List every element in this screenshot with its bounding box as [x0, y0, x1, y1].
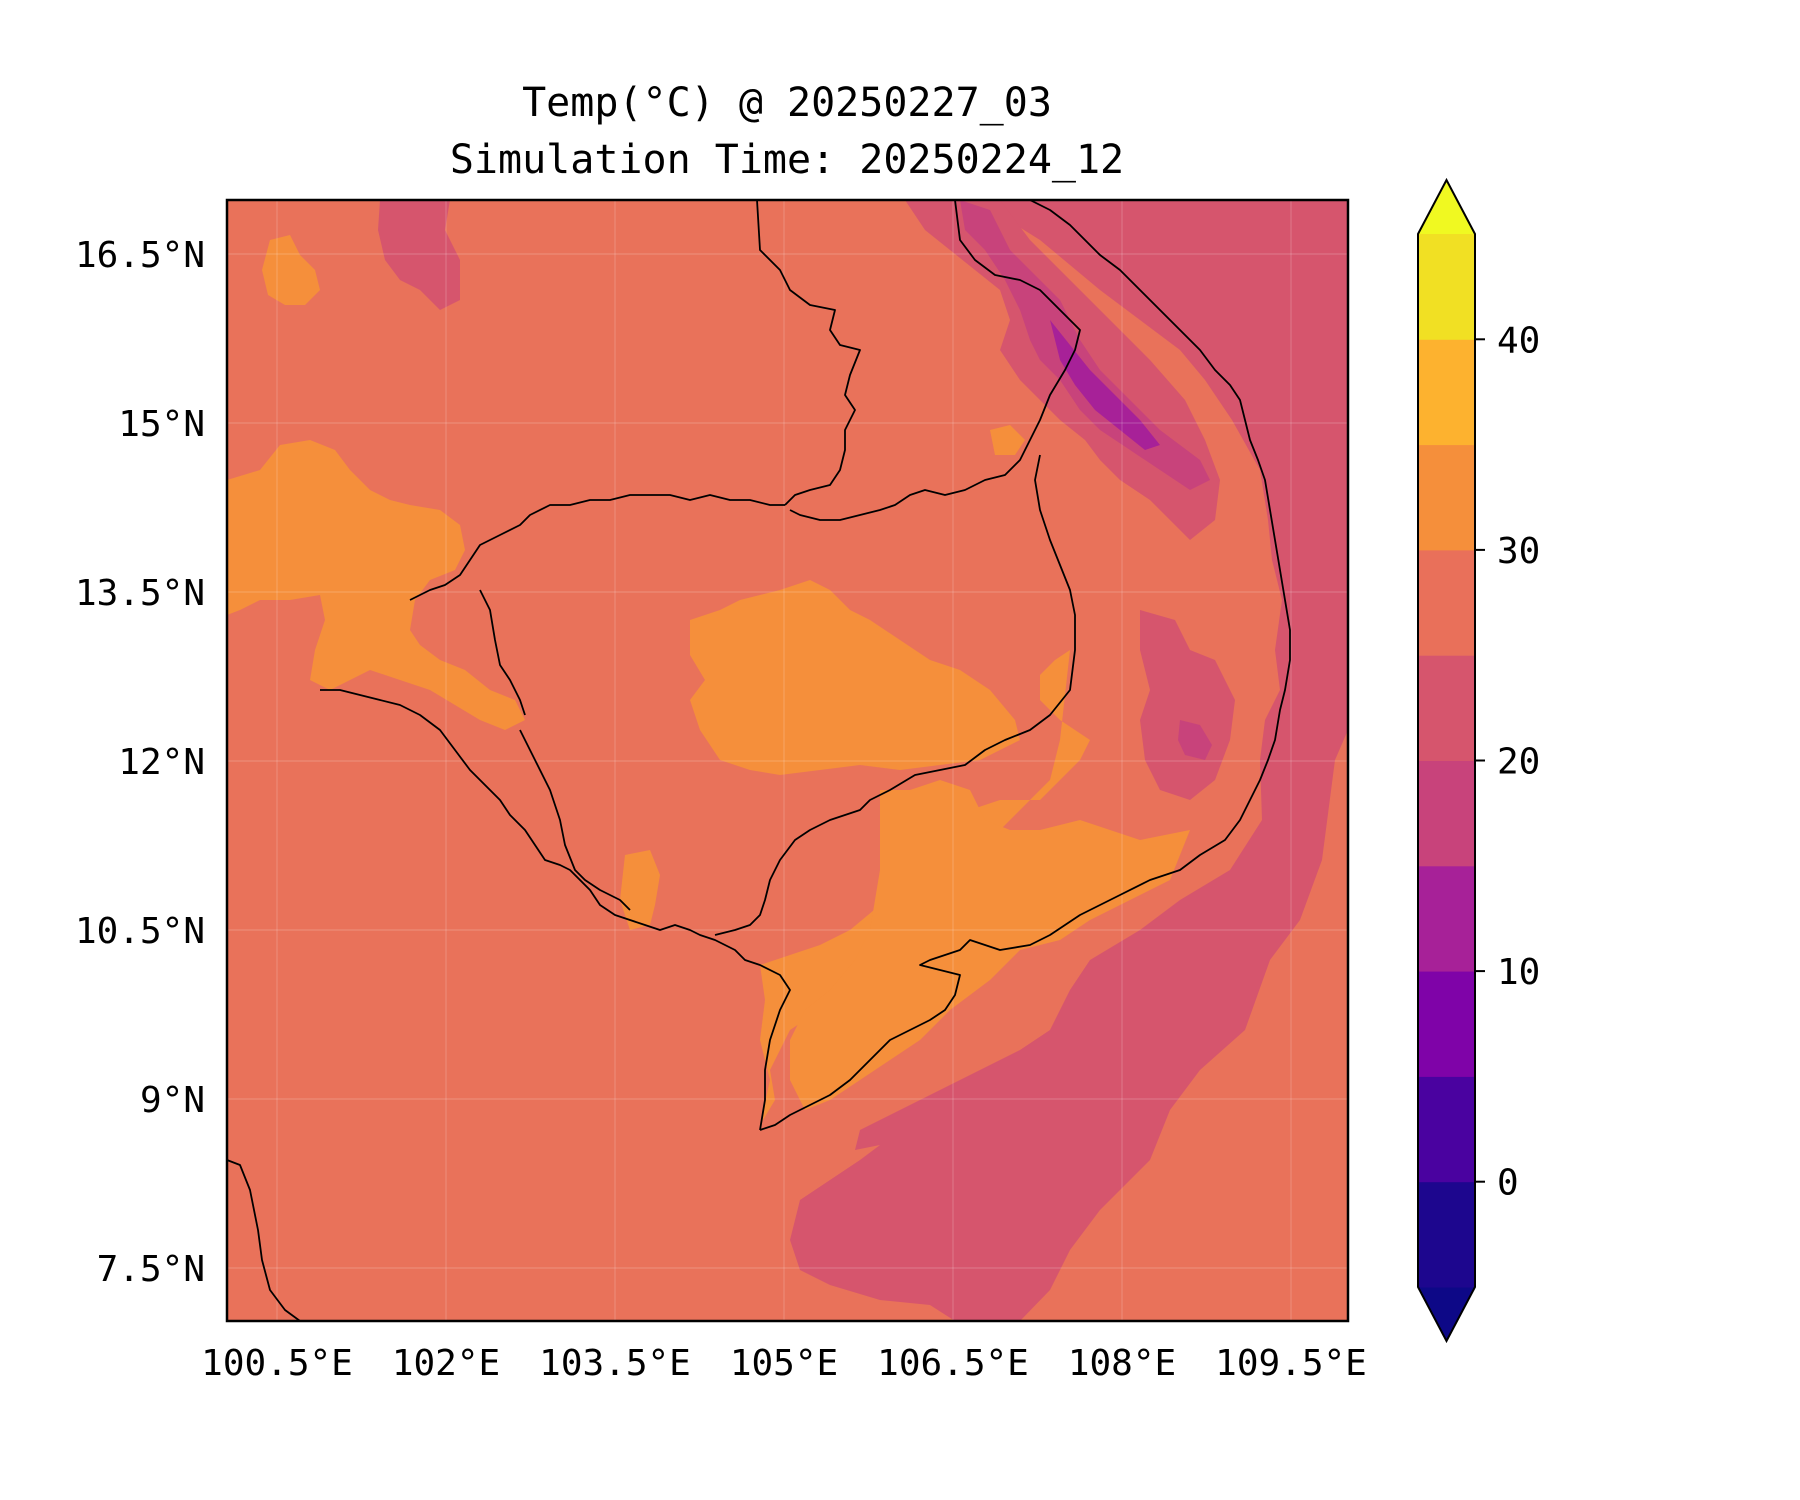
colorbar: 0 10 20 30 40 [1417, 177, 1540, 1344]
colorbar-segment [1418, 549, 1475, 656]
colorbar-tick-label: 0 [1497, 1163, 1519, 1204]
title-line-2: Simulation Time: 20250224_12 [450, 137, 1124, 183]
coastline-vietnam [759, 200, 1291, 1131]
x-tick-label: 100.5°E [201, 1343, 353, 1384]
plot-frame [225, 198, 1350, 1323]
y-tick-label: 16.5°N [75, 235, 205, 276]
contour-central-highlands [1140, 610, 1235, 800]
map-plot-area [227, 200, 1348, 1321]
border-cambodia-west [479, 589, 526, 716]
border-cambodia-vietnam [714, 454, 1076, 936]
contour-highland-min [960, 200, 1210, 490]
colorbar-tick-label: 20 [1497, 742, 1540, 783]
y-tick-label: 10.5°N [75, 911, 205, 952]
border-cambodia-north [409, 494, 785, 601]
contour-north-west-cool [378, 200, 460, 310]
y-tick-label: 12°N [118, 742, 205, 783]
y-tick-label: 9°N [140, 1080, 205, 1121]
y-tick-label: 13.5°N [75, 573, 205, 614]
colorbar-outline [1417, 177, 1476, 1344]
y-tick-label: 7.5°N [97, 1249, 205, 1290]
x-tick-label: 109.5°E [1215, 1343, 1367, 1384]
y-axis: 16.5°N 15°N 13.5°N 12°N 10.5°N 9°N 7.5°N [75, 235, 205, 1290]
colorbar-extend-under [1418, 1287, 1475, 1341]
coastline-south-peninsula [227, 1159, 301, 1321]
x-tick-label: 103.5°E [539, 1343, 691, 1384]
contour-warm-thailand [227, 440, 525, 730]
contour-warm-cambodia [690, 580, 1020, 775]
x-tick-label: 105°E [730, 1343, 838, 1384]
colorbar-tick-label: 10 [1497, 952, 1540, 993]
border-laos-vietnam [789, 200, 1081, 521]
colorbar-segment [1418, 1181, 1475, 1288]
contour-warm-nw [262, 235, 320, 305]
border-laos-thailand [756, 200, 861, 506]
x-tick-label: 108°E [1068, 1343, 1176, 1384]
contour-plateau-small [1178, 720, 1212, 760]
contour-highland-core [1050, 320, 1160, 450]
colorbar-segment [1418, 234, 1475, 340]
contour-cool-sea [790, 200, 1348, 1321]
colorbar-tick-label: 30 [1497, 531, 1540, 572]
colorbar-extend-over [1418, 180, 1475, 234]
colorbar-segment [1418, 655, 1475, 761]
contour-warm-ne [990, 425, 1025, 455]
coastline-cambodia-west [519, 729, 631, 911]
contour-warm-south [790, 780, 1190, 1110]
colorbar-segment [1418, 1076, 1475, 1183]
colorbar-segment [1418, 865, 1475, 972]
x-axis: 100.5°E 102°E 103.5°E 105°E 106.5°E 108°… [201, 1343, 1367, 1384]
gridlines [227, 200, 1348, 1321]
title-line-1: Temp(°C) @ 20250227_03 [522, 80, 1052, 126]
colorbar-segment [1418, 760, 1475, 867]
colorbar-tick-label: 40 [1497, 320, 1540, 361]
colorbar-segment [1418, 971, 1475, 1077]
x-tick-label: 102°E [392, 1343, 500, 1384]
colorbar-segment [1418, 444, 1475, 551]
y-tick-label: 15°N [118, 404, 205, 445]
coastlines-borders [227, 200, 1291, 1321]
x-tick-label: 106.5°E [877, 1343, 1029, 1384]
coastline-gulf-thailand [320, 689, 791, 1131]
colorbar-segment [1418, 339, 1475, 446]
